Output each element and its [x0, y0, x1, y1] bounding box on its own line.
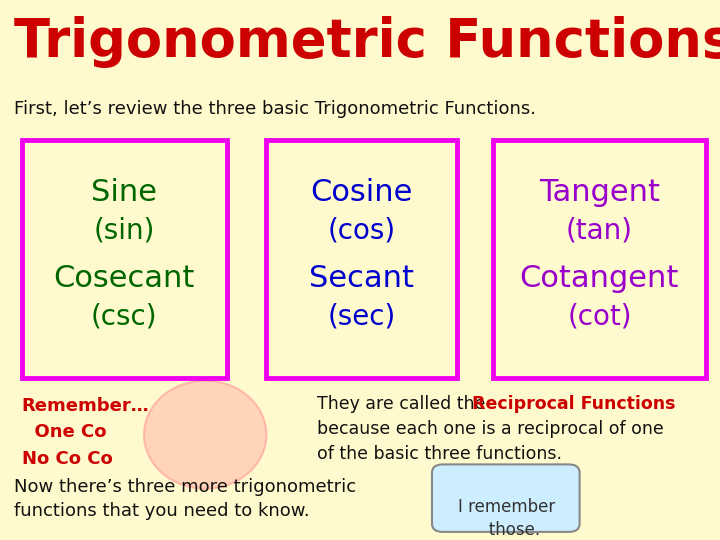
Text: Sine: Sine	[91, 178, 157, 207]
Text: (sec): (sec)	[328, 302, 396, 330]
FancyBboxPatch shape	[432, 464, 580, 532]
Text: Reciprocal Functions: Reciprocal Functions	[472, 395, 675, 413]
Text: First, let’s review the three basic Trigonometric Functions.: First, let’s review the three basic Trig…	[14, 100, 536, 118]
Text: (csc): (csc)	[91, 302, 158, 330]
Text: (cos): (cos)	[328, 217, 396, 245]
Text: Tangent: Tangent	[539, 178, 660, 207]
FancyBboxPatch shape	[266, 140, 457, 378]
FancyBboxPatch shape	[22, 140, 227, 378]
Text: Secant: Secant	[310, 264, 414, 293]
Text: Cosine: Cosine	[310, 178, 413, 207]
Text: Now there’s three more trigonometric
functions that you need to know.: Now there’s three more trigonometric fun…	[14, 478, 356, 519]
FancyBboxPatch shape	[493, 140, 706, 378]
Text: (cot): (cot)	[567, 302, 631, 330]
Text: Remember…
  One Co
No Co Co: Remember… One Co No Co Co	[22, 397, 149, 468]
Text: Cosecant: Cosecant	[53, 264, 195, 293]
Text: because each one is a reciprocal of one
of the basic three functions.: because each one is a reciprocal of one …	[317, 395, 664, 463]
Text: (sin): (sin)	[94, 217, 155, 245]
Ellipse shape	[144, 381, 266, 489]
Text: (tan): (tan)	[566, 217, 633, 245]
Text: Cotangent: Cotangent	[520, 264, 679, 293]
Text: I remember
   those.: I remember those.	[457, 498, 555, 539]
Text: They are called the: They are called the	[317, 395, 490, 413]
Text: Trigonometric Functions: Trigonometric Functions	[14, 16, 720, 68]
